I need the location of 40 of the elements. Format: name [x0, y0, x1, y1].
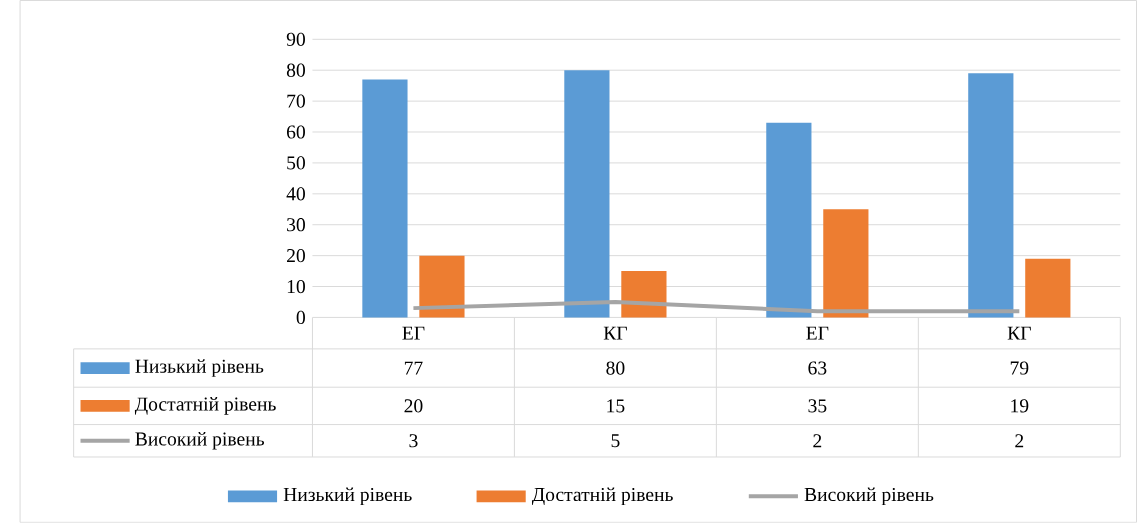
- data-label: 80: [606, 361, 625, 375]
- x-tick-label: ЕГ: [402, 326, 425, 340]
- text: Високий рівень: [135, 432, 265, 450]
- bar: [564, 70, 610, 318]
- y-tick-label: 90: [286, 32, 305, 46]
- data-label: 2: [813, 434, 822, 448]
- data-label: 20: [404, 399, 423, 413]
- data-label: 5: [611, 434, 620, 448]
- x-tick-label: КГ: [1007, 326, 1031, 340]
- data-label: 3: [409, 434, 418, 448]
- data-label: 79: [1010, 361, 1029, 375]
- data-label: 63: [808, 361, 827, 375]
- data-label: 19: [1011, 399, 1029, 413]
- bar: [823, 209, 869, 318]
- y-tick-label: 0: [296, 310, 305, 325]
- bar: [968, 73, 1014, 318]
- data-label: 2: [1015, 434, 1024, 448]
- bar: [1025, 258, 1071, 318]
- y-tick-label: 70: [287, 94, 305, 108]
- bar: [419, 255, 465, 318]
- y-tick-label: 30: [287, 218, 305, 232]
- data-label: 77: [404, 361, 423, 375]
- y-tick-label: 60: [286, 125, 305, 139]
- legend-label: Достатній рівень: [134, 397, 276, 415]
- y-tick-label: 50: [287, 156, 305, 170]
- data-label: 35: [808, 399, 827, 413]
- text: Низький рівень: [283, 487, 412, 506]
- y-tick-label: 40: [286, 187, 305, 201]
- bar: [621, 271, 667, 318]
- y-tick-label: 80: [286, 63, 305, 77]
- bar: [362, 79, 408, 318]
- y-tick-label: 10: [287, 280, 305, 294]
- y-tick-label: 20: [287, 249, 305, 263]
- bar: [766, 122, 812, 318]
- text: Достатній рівень: [531, 487, 673, 506]
- legend-label: Високий рівень: [804, 487, 934, 506]
- x-tick-label: КГ: [603, 326, 627, 340]
- x-tick-label: ЕГ: [806, 326, 829, 340]
- data-label: 15: [607, 399, 625, 413]
- legend-label: Низький рівень: [135, 359, 264, 377]
